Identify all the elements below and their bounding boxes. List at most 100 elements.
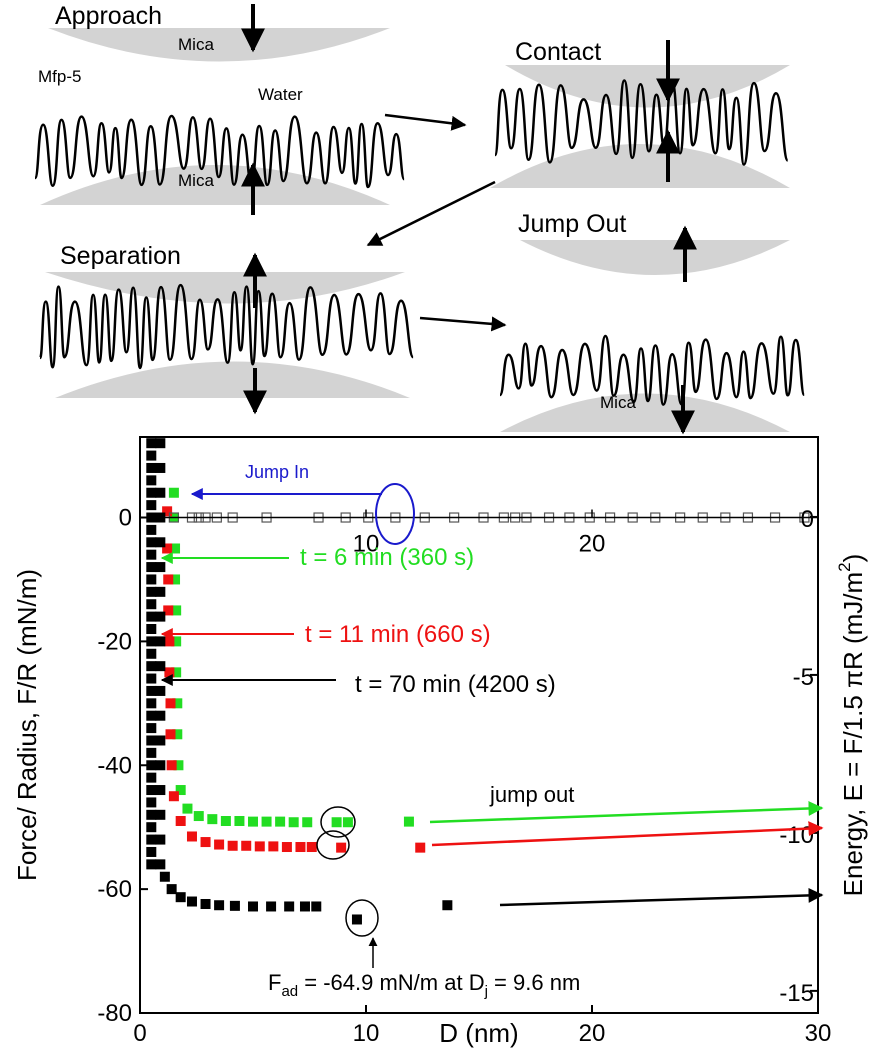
point (146, 450, 157, 461)
point (168, 487, 179, 498)
point (146, 524, 157, 535)
point (200, 837, 211, 848)
point (146, 698, 157, 709)
label-part: 2 (835, 562, 854, 571)
mica (45, 272, 405, 304)
point (234, 816, 245, 826)
y-axis-label: Force/ Radius, F/R (mN/m) (12, 569, 42, 881)
point (248, 901, 258, 912)
x-tick-label: 20 (579, 1020, 606, 1047)
point (163, 605, 174, 616)
point (162, 543, 173, 554)
point (146, 624, 157, 634)
x-tick-label: 10 (353, 1020, 380, 1047)
flow-arrow (384, 113, 467, 131)
point (162, 506, 173, 517)
point (146, 475, 157, 486)
y-tick-label: -80 (97, 1000, 132, 1027)
point (207, 814, 218, 825)
point (163, 574, 174, 585)
x-tick-label: 30 (805, 1020, 832, 1047)
annotation: Fad = -64.9 mN/m at Dj = 9.6 nm (268, 970, 580, 1000)
point (146, 500, 157, 511)
series-label: t = 6 min (360 s) (300, 544, 474, 571)
arrow (431, 821, 824, 847)
point (266, 901, 277, 912)
label-part: Energy, E = F/1.5 πR (mJ/m (838, 572, 868, 896)
point (146, 723, 157, 734)
arrow (429, 800, 824, 824)
point (166, 884, 177, 895)
point (146, 735, 157, 746)
point (155, 487, 166, 498)
mica-label: Mica (600, 393, 636, 412)
point (155, 537, 166, 548)
point (155, 438, 166, 449)
point (241, 840, 252, 851)
point (186, 896, 197, 907)
point (171, 605, 182, 616)
point (342, 817, 353, 828)
point (170, 543, 181, 554)
point (288, 817, 299, 828)
point (415, 842, 426, 853)
point (164, 667, 175, 678)
highlight (316, 830, 350, 860)
point (351, 914, 362, 925)
point (173, 760, 184, 771)
point (146, 599, 157, 610)
point (146, 822, 157, 833)
point (281, 842, 292, 853)
point (172, 698, 183, 709)
point (146, 438, 157, 449)
point (155, 611, 166, 622)
y2-axis-label: Energy, E = F/1.5 πR (mJ/m2) (835, 554, 868, 897)
point (146, 562, 157, 573)
point (302, 817, 313, 828)
polymer (38, 283, 415, 370)
point (182, 803, 193, 814)
flow-arrow (419, 316, 507, 332)
mica (505, 65, 790, 108)
point (155, 661, 166, 672)
point (146, 586, 157, 597)
point (442, 900, 453, 911)
inner-tick-label: 20 (579, 531, 606, 558)
point (193, 811, 204, 822)
annotation-part: ad (281, 983, 298, 1000)
mica (48, 28, 390, 62)
point (155, 809, 166, 820)
step-label: Separation (60, 242, 181, 270)
mica (490, 144, 790, 188)
point (168, 791, 179, 802)
point (146, 785, 157, 796)
inner-tick-label: 10 (353, 531, 380, 558)
x-tick-label: 0 (133, 1020, 146, 1047)
highlight (345, 899, 379, 937)
point (155, 834, 166, 845)
point (214, 839, 225, 850)
point (299, 901, 310, 912)
polymer (33, 114, 406, 189)
step-label: Approach (55, 2, 162, 30)
point (164, 636, 175, 647)
point (146, 685, 157, 696)
y-tick-label: 0 (119, 505, 132, 532)
point (171, 636, 182, 647)
polymer (493, 78, 789, 166)
point (146, 710, 157, 721)
point (155, 785, 166, 796)
mica (40, 165, 390, 205)
y-tick-label: -20 (97, 628, 132, 655)
point (146, 611, 157, 622)
point (146, 797, 157, 808)
point (254, 841, 265, 852)
step-label: Contact (515, 38, 601, 66)
annotation: Jump In (245, 462, 309, 482)
mica-label: Mica (178, 171, 214, 190)
point (227, 840, 238, 851)
point (146, 462, 157, 473)
point (200, 898, 211, 909)
point (403, 816, 414, 827)
mica (520, 240, 790, 275)
